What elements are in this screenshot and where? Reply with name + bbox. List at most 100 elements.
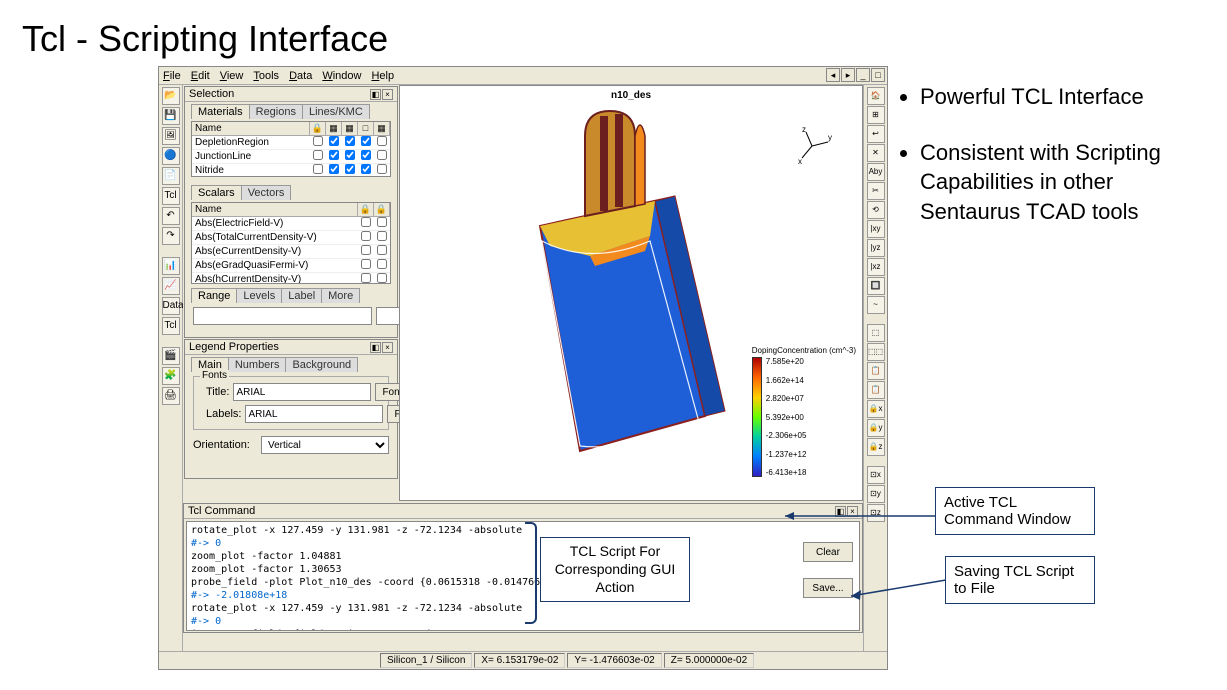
right-toolbar-icon-10[interactable]: 🔲 (867, 277, 885, 295)
checkbox[interactable] (361, 273, 371, 283)
nav-left-icon[interactable]: ◂ (826, 68, 840, 82)
menu-window[interactable]: Window (322, 70, 361, 82)
table-row[interactable]: Abs(eGradQuasiFermi-V) (192, 259, 390, 273)
right-toolbar-icon-15[interactable]: 📋 (867, 362, 885, 380)
checkbox[interactable] (361, 217, 371, 227)
checkbox[interactable] (361, 164, 371, 174)
toolbar-icon-4[interactable]: 📄 (162, 167, 180, 185)
checkbox[interactable] (313, 150, 323, 160)
materials-list[interactable]: Name 🔒 ▦ ▦ □ ▦ DepletionRegionJunctionLi… (191, 121, 391, 177)
checkbox[interactable] (361, 231, 371, 241)
right-toolbar-icon-9[interactable]: |xz (867, 258, 885, 276)
orientation-select[interactable]: Vertical (261, 436, 389, 454)
checkbox[interactable] (345, 150, 355, 160)
right-toolbar-icon-19[interactable]: 🔒z (867, 438, 885, 456)
toolbar-icon-14[interactable]: 🎬 (162, 347, 180, 365)
range-min-input[interactable] (193, 307, 372, 325)
right-toolbar-icon-17[interactable]: 🔒x (867, 400, 885, 418)
tab-regions[interactable]: Regions (250, 104, 303, 119)
toolbar-icon-3[interactable]: 🔵 (162, 147, 180, 165)
clear-button[interactable]: Clear (803, 542, 853, 562)
right-toolbar-icon-11[interactable]: ~ (867, 296, 885, 314)
toolbar-icon-10[interactable]: 📈 (162, 277, 180, 295)
checkbox[interactable] (361, 259, 371, 269)
tab-lines[interactable]: Lines/KMC (303, 104, 370, 119)
right-toolbar-icon-18[interactable]: 🔒y (867, 419, 885, 437)
table-row[interactable]: Abs(ElectricField-V) (192, 217, 390, 231)
tab-scalars[interactable]: Scalars (191, 185, 242, 200)
toolbar-icon-15[interactable]: 🧩 (162, 367, 180, 385)
menu-edit[interactable]: Edit (191, 70, 210, 82)
table-row[interactable]: DepletionRegion (192, 136, 390, 150)
toolbar-icon-2[interactable]: 🖼 (162, 127, 180, 145)
close-panel-icon[interactable]: × (382, 342, 393, 353)
checkbox[interactable] (345, 136, 355, 146)
right-toolbar-icon-21[interactable]: ⊡x (867, 466, 885, 484)
toolbar-icon-0[interactable]: 📂 (162, 87, 180, 105)
plot-area[interactable]: n10_des y x z (399, 85, 863, 501)
tab-background[interactable]: Background (286, 357, 358, 372)
right-toolbar-icon-0[interactable]: 🏠 (867, 87, 885, 105)
menu-data[interactable]: Data (289, 70, 312, 82)
table-row[interactable]: Abs(hCurrentDensity-V) (192, 273, 390, 284)
toolbar-icon-12[interactable]: Tcl (162, 317, 180, 335)
dock-icon[interactable]: ◧ (370, 89, 381, 100)
checkbox[interactable] (329, 164, 339, 174)
right-toolbar-icon-5[interactable]: ✂ (867, 182, 885, 200)
tcl-console[interactable]: rotate_plot -x 127.459 -y 131.981 -z -72… (186, 521, 860, 631)
tab-vectors[interactable]: Vectors (242, 185, 292, 200)
title-font-input[interactable] (233, 383, 371, 401)
scalars-list[interactable]: Name 🔒 🔒 Abs(ElectricField-V)Abs(TotalCu… (191, 202, 391, 284)
subtab-more[interactable]: More (322, 288, 360, 303)
toolbar-icon-7[interactable]: ↷ (162, 227, 180, 245)
labels-font-input[interactable] (245, 405, 383, 423)
checkbox[interactable] (377, 259, 387, 269)
subtab-label[interactable]: Label (282, 288, 322, 303)
right-toolbar-icon-8[interactable]: |yz (867, 239, 885, 257)
toolbar-icon-11[interactable]: Data (162, 297, 180, 315)
right-toolbar-icon-1[interactable]: ⊞ (867, 106, 885, 124)
right-toolbar-icon-2[interactable]: ↩ (867, 125, 885, 143)
right-toolbar-icon-22[interactable]: ⊡y (867, 485, 885, 503)
minimize-icon[interactable]: _ (856, 68, 870, 82)
checkbox[interactable] (377, 150, 387, 160)
checkbox[interactable] (361, 136, 371, 146)
subtab-range[interactable]: Range (191, 288, 237, 303)
maximize-icon[interactable]: □ (871, 68, 885, 82)
right-toolbar-icon-6[interactable]: ⟲ (867, 201, 885, 219)
nav-right-icon[interactable]: ▸ (841, 68, 855, 82)
toolbar-icon-1[interactable]: 💾 (162, 107, 180, 125)
checkbox[interactable] (377, 164, 387, 174)
table-row[interactable]: Nitride (192, 164, 390, 177)
checkbox[interactable] (377, 231, 387, 241)
checkbox[interactable] (377, 136, 387, 146)
menu-help[interactable]: Help (371, 70, 394, 82)
menu-file[interactable]: File (163, 70, 181, 82)
table-row[interactable]: Abs(eCurrentDensity-V) (192, 245, 390, 259)
right-toolbar-icon-3[interactable]: ✕ (867, 144, 885, 162)
checkbox[interactable] (361, 150, 371, 160)
right-toolbar-icon-13[interactable]: ⬚ (867, 324, 885, 342)
subtab-levels[interactable]: Levels (237, 288, 282, 303)
right-toolbar-icon-16[interactable]: 📋 (867, 381, 885, 399)
tab-materials[interactable]: Materials (191, 104, 250, 119)
checkbox[interactable] (345, 164, 355, 174)
toolbar-icon-5[interactable]: Tcl (162, 187, 180, 205)
checkbox[interactable] (313, 164, 323, 174)
dock-icon[interactable]: ◧ (370, 342, 381, 353)
right-toolbar-icon-7[interactable]: |xy (867, 220, 885, 238)
menu-tools[interactable]: Tools (253, 70, 279, 82)
toolbar-icon-9[interactable]: 📊 (162, 257, 180, 275)
checkbox[interactable] (377, 245, 387, 255)
toolbar-icon-16[interactable]: 🖨 (162, 387, 180, 405)
checkbox[interactable] (329, 150, 339, 160)
checkbox[interactable] (329, 136, 339, 146)
table-row[interactable]: JunctionLine (192, 150, 390, 164)
table-row[interactable]: Abs(TotalCurrentDensity-V) (192, 231, 390, 245)
toolbar-icon-6[interactable]: ↶ (162, 207, 180, 225)
menu-view[interactable]: View (220, 70, 244, 82)
close-panel-icon[interactable]: × (382, 89, 393, 100)
right-toolbar-icon-14[interactable]: ⬚⬚ (867, 343, 885, 361)
tab-numbers[interactable]: Numbers (229, 357, 287, 372)
checkbox[interactable] (361, 245, 371, 255)
